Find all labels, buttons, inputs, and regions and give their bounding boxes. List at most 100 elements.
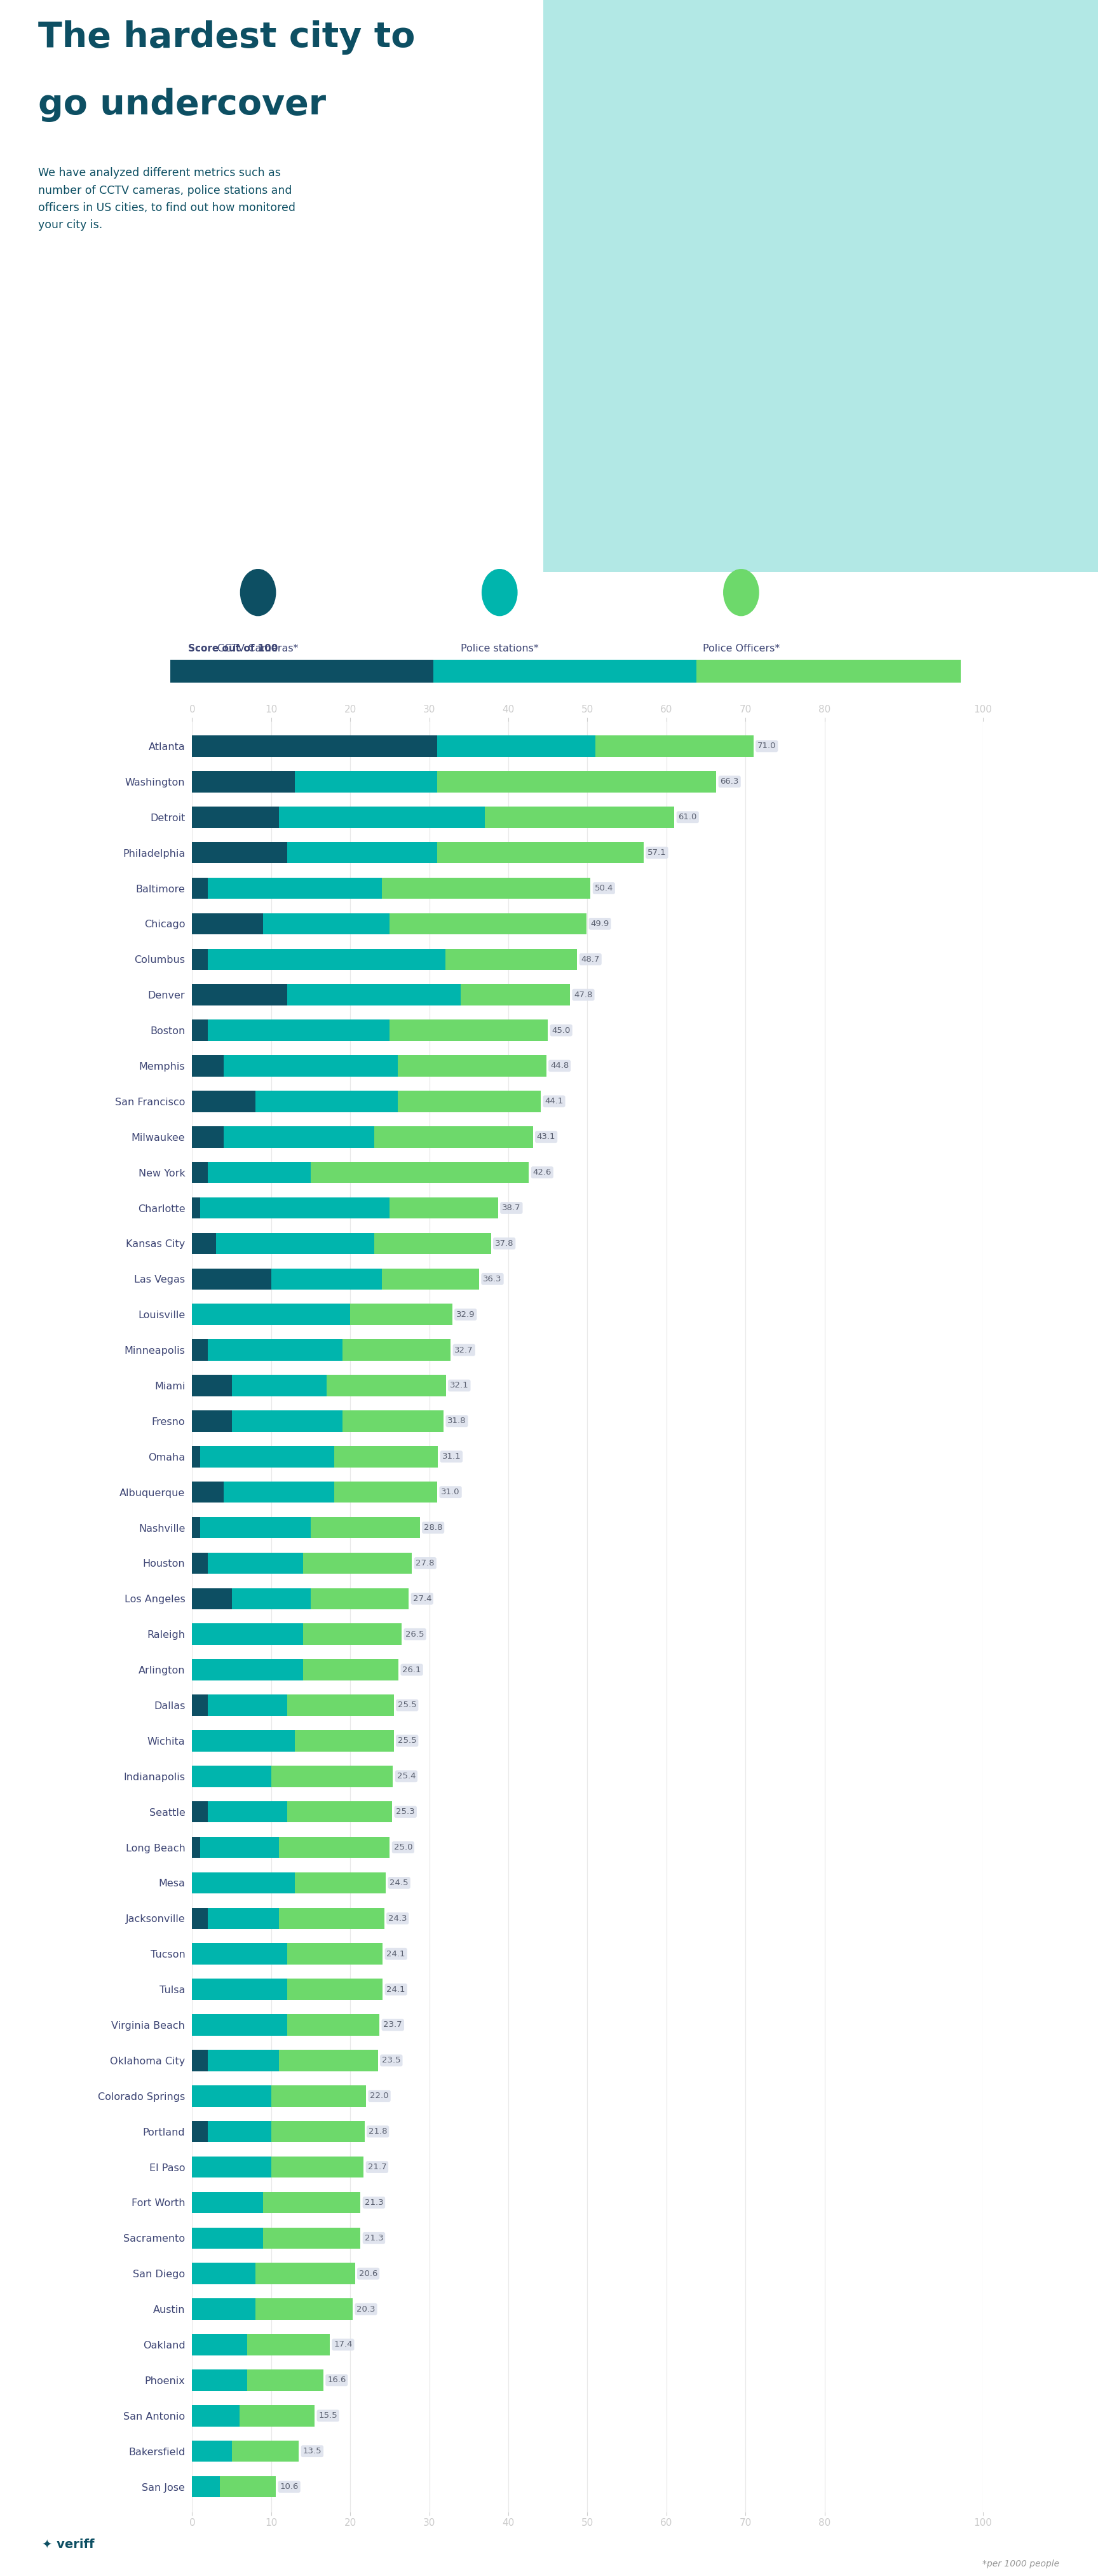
Bar [295, 770, 437, 793]
Text: 42.6: 42.6 [533, 1170, 551, 1177]
Text: 21.3: 21.3 [365, 2197, 383, 2208]
Bar [279, 806, 484, 827]
Bar [192, 2334, 247, 2354]
Bar [192, 1978, 287, 1999]
Bar [192, 737, 437, 757]
Text: 28.8: 28.8 [424, 1522, 442, 1533]
Bar [192, 2050, 208, 2071]
Bar [192, 1553, 208, 1574]
Bar [256, 2298, 352, 2321]
Text: *per 1000 people: *per 1000 people [983, 2561, 1060, 2568]
Bar [295, 1731, 394, 1752]
Bar [192, 1126, 224, 1146]
Text: We have analyzed different metrics such as
number of CCTV cameras, police statio: We have analyzed different metrics such … [38, 167, 295, 232]
Bar [264, 2192, 360, 2213]
Text: 36.3: 36.3 [483, 1275, 502, 1283]
Bar [192, 1837, 200, 1857]
Text: 44.8: 44.8 [550, 1061, 569, 1069]
Bar [192, 1376, 232, 1396]
Bar [192, 2439, 232, 2463]
Bar [192, 1517, 200, 1538]
Bar [335, 1481, 437, 1502]
Text: 38.7: 38.7 [502, 1203, 520, 1213]
Text: 25.4: 25.4 [396, 1772, 416, 1780]
Bar [287, 984, 461, 1005]
Bar [192, 2262, 256, 2285]
Text: 45.0: 45.0 [552, 1025, 571, 1036]
Text: 21.7: 21.7 [368, 2164, 386, 2172]
Bar [192, 1198, 200, 1218]
Bar [192, 1765, 271, 1788]
Bar [200, 1445, 335, 1468]
Bar [192, 1234, 216, 1255]
Bar [382, 878, 591, 899]
Bar [208, 1020, 390, 1041]
Bar [303, 1553, 412, 1574]
Bar [390, 1020, 548, 1041]
Bar [192, 1873, 295, 1893]
Text: 24.1: 24.1 [386, 1950, 405, 1958]
Bar [192, 1481, 224, 1502]
Text: 25.5: 25.5 [397, 1700, 416, 1710]
Bar [192, 2406, 239, 2427]
Bar [335, 1445, 438, 1468]
Text: 32.1: 32.1 [450, 1381, 469, 1388]
Bar [271, 1267, 382, 1291]
Bar [192, 2014, 287, 2035]
Text: 25.0: 25.0 [394, 1844, 413, 1852]
Bar [192, 1587, 232, 1610]
Text: 24.1: 24.1 [386, 1986, 405, 1994]
Bar [343, 1340, 450, 1360]
Bar [192, 770, 295, 793]
Text: 61.0: 61.0 [679, 814, 697, 822]
Text: go undercover: go undercover [38, 88, 326, 121]
Text: 24.5: 24.5 [390, 1878, 408, 1888]
Text: CCTV Cameras*: CCTV Cameras* [217, 644, 299, 654]
Bar [192, 2156, 271, 2177]
Bar [279, 2050, 378, 2071]
Bar [216, 1234, 374, 1255]
Text: 50.4: 50.4 [594, 884, 613, 891]
Text: 57.1: 57.1 [648, 848, 666, 858]
Bar [295, 1873, 385, 1893]
Text: 24.3: 24.3 [389, 1914, 407, 1922]
Bar [220, 2476, 276, 2496]
Text: 49.9: 49.9 [591, 920, 609, 927]
Bar [208, 1162, 311, 1182]
Text: ✦ veriff: ✦ veriff [42, 2537, 94, 2550]
Text: 13.5: 13.5 [303, 2447, 322, 2455]
Text: 21.3: 21.3 [365, 2233, 383, 2241]
Bar [484, 806, 674, 827]
Bar [208, 1909, 279, 1929]
Bar [208, 948, 445, 971]
Text: 71.0: 71.0 [758, 742, 776, 750]
Bar [192, 1162, 208, 1182]
Bar [192, 1020, 208, 1041]
Bar [287, 1695, 394, 1716]
Bar [264, 2228, 360, 2249]
Bar [192, 1695, 208, 1716]
Text: The hardest city to: The hardest city to [38, 21, 415, 54]
Bar [287, 2014, 380, 2035]
Bar [271, 2120, 365, 2143]
Text: Score out of 100: Score out of 100 [188, 644, 278, 654]
Text: 25.3: 25.3 [396, 1808, 415, 1816]
Bar [192, 1942, 287, 1965]
Text: 66.3: 66.3 [720, 778, 739, 786]
Bar [200, 1837, 279, 1857]
Bar [287, 1978, 383, 1999]
Bar [224, 1126, 374, 1146]
Text: 47.8: 47.8 [574, 992, 593, 999]
Bar [437, 842, 643, 863]
Bar [311, 1517, 419, 1538]
Bar [208, 878, 382, 899]
Bar [232, 1376, 326, 1396]
Text: 31.1: 31.1 [442, 1453, 461, 1461]
Text: 20.6: 20.6 [359, 2269, 378, 2277]
Bar [192, 806, 279, 827]
Text: 20.3: 20.3 [357, 2306, 376, 2313]
Text: 25.5: 25.5 [397, 1736, 416, 1744]
Bar [311, 1162, 529, 1182]
Text: 15.5: 15.5 [318, 2411, 337, 2419]
Bar [232, 1412, 343, 1432]
